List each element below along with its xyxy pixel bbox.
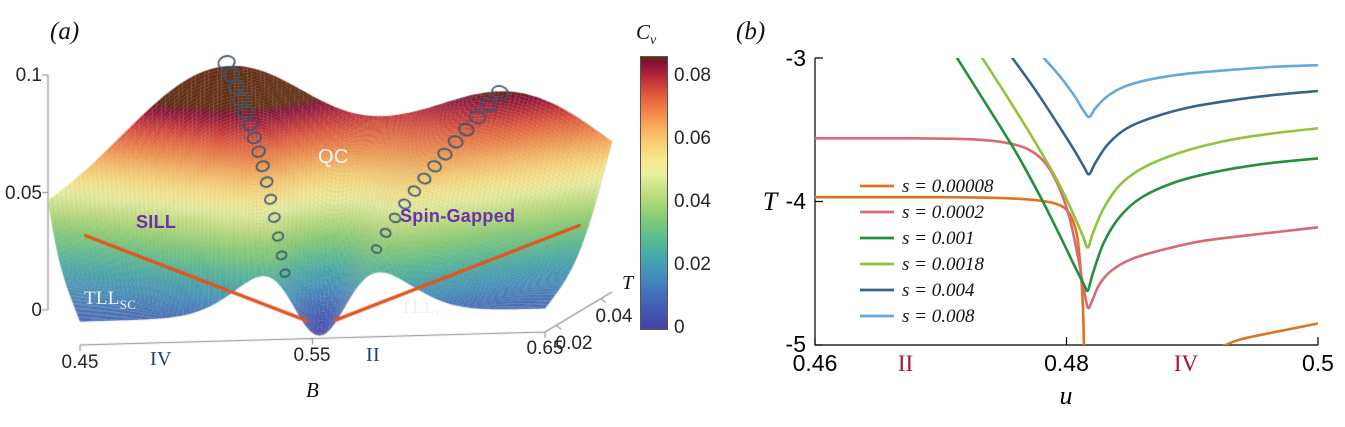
legend-label: s = 0.001 <box>902 228 974 249</box>
series-curve <box>815 137 1318 310</box>
legend: s = 0.00008 s = 0.0002 s = 0.001 s = 0.0018… <box>860 176 994 327</box>
z-tick-label: 0 <box>31 300 42 321</box>
legend-label: s = 0.00008 <box>902 176 994 197</box>
region-label-iv-a: IV <box>150 348 172 370</box>
region-labels-group: II IV <box>898 351 1199 376</box>
series-curve <box>1222 322 1318 345</box>
colorbar-tick-label: 0.02 <box>674 254 711 276</box>
panel-a-tag: (a) <box>50 18 80 45</box>
series-curve <box>1042 58 1318 119</box>
b-tick-label: 0.55 <box>293 345 331 366</box>
curves-group <box>815 58 1318 345</box>
x-tick-label: 0.48 <box>1044 350 1089 376</box>
panel-b-tick-marks <box>814 57 1319 346</box>
panel-b-tag: (b) <box>736 18 766 45</box>
z-tick-label: 0.1 <box>15 65 42 86</box>
y-tick-label: -3 <box>786 45 806 71</box>
region-label-ii-b: II <box>898 351 913 376</box>
b-tick-label: 0.65 <box>526 338 564 359</box>
b-tick-label: 0.45 <box>61 352 99 373</box>
tll-sc-subscript: SC <box>119 296 137 312</box>
axis-label-B: B <box>306 378 319 402</box>
series-curve <box>955 58 1318 293</box>
y-tick-label: -5 <box>786 331 806 357</box>
legend-label: s = 0.0002 <box>902 202 984 223</box>
tll-c-subscript: C <box>435 305 445 321</box>
x-tick-label: 0.46 <box>793 350 838 376</box>
phase-label-tll-c: TLLC <box>400 297 445 321</box>
phase-label-tll-sc: TLLSC <box>84 288 137 312</box>
colorbar-tick-label: 0 <box>674 317 685 338</box>
legend-label: s = 0.004 <box>902 280 975 301</box>
axis-label-u: u <box>1060 381 1073 410</box>
legend-label: s = 0.0018 <box>902 254 984 275</box>
legend-label: s = 0.008 <box>902 306 975 327</box>
z-tick-label: 0.05 <box>5 183 42 204</box>
colorbar <box>640 56 668 330</box>
t-tick-label: 0.04 <box>595 306 633 327</box>
colorbar-tick-label: 0.06 <box>674 128 711 150</box>
region-label-ii-a: II <box>366 344 380 366</box>
colorbar-title: Cv <box>636 20 657 49</box>
colorbar-tick-label: 0.08 <box>674 65 711 87</box>
y-tick-label: -4 <box>786 188 807 214</box>
region-label-iv-b: IV <box>1174 351 1199 376</box>
x-tick-label: 0.5 <box>1302 350 1334 376</box>
t-tick-label: 0.02 <box>555 333 593 354</box>
series-curve <box>980 58 1318 249</box>
axis-label-T-b: T <box>763 187 779 216</box>
phase-label-sill: SILL <box>136 212 177 232</box>
surface-plot-canvas <box>0 0 760 427</box>
phase-label-qc: QC <box>318 146 349 168</box>
colorbar-tick-label: 0.04 <box>674 191 711 213</box>
axis-label-T-a: T <box>622 272 634 294</box>
phase-label-spin-gapped: Spin-Gapped <box>400 206 516 226</box>
series-curve <box>1011 58 1318 176</box>
